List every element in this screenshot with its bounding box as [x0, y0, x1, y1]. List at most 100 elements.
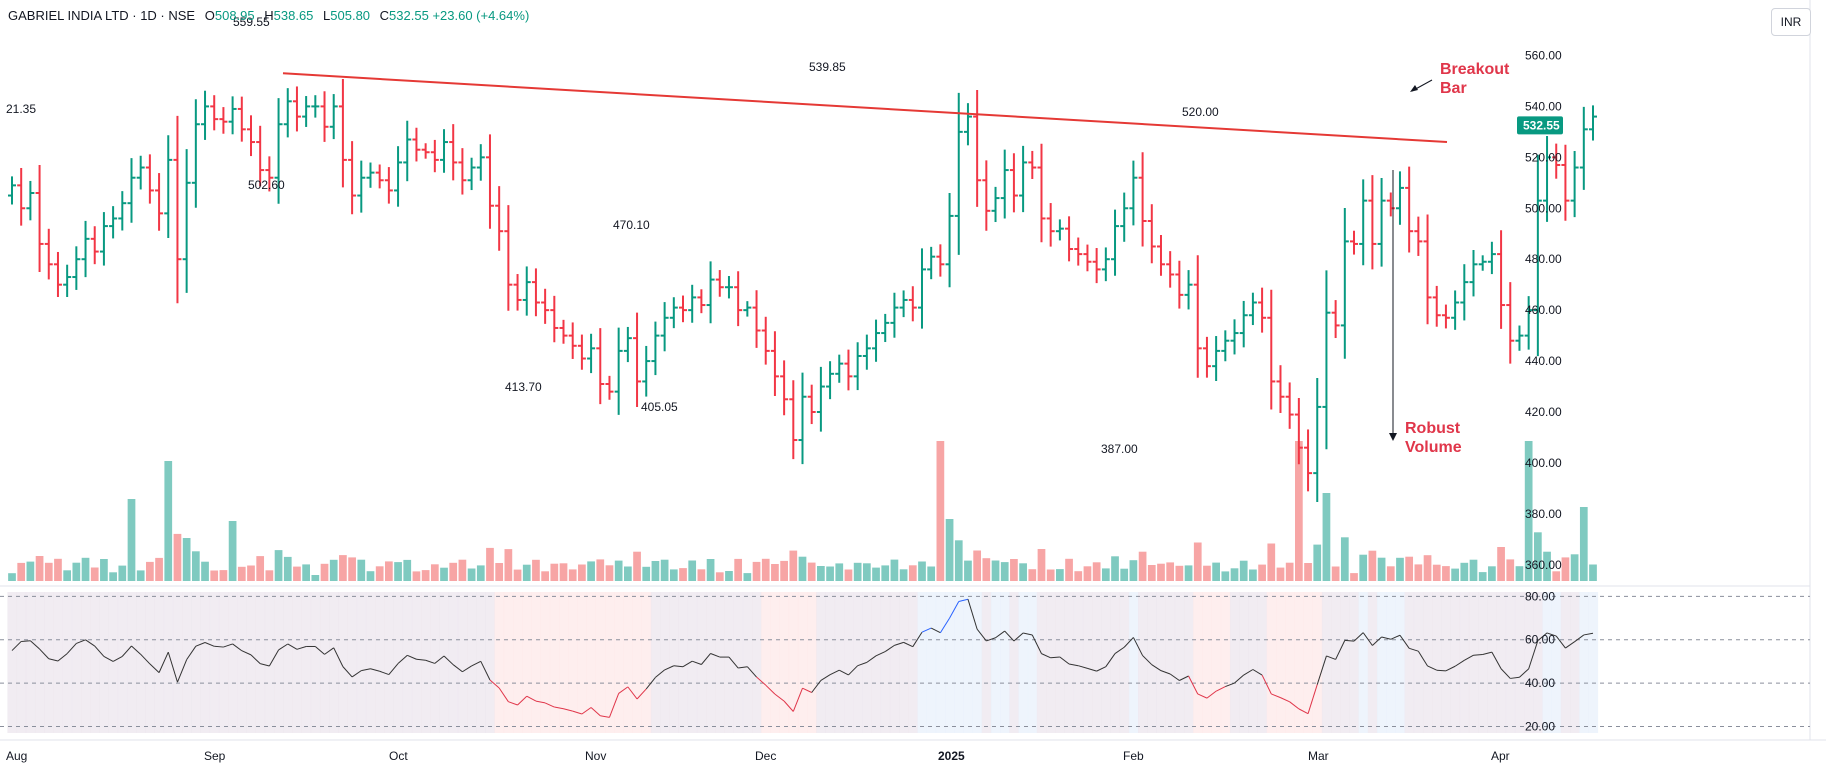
rsi-line-segment [388, 663, 399, 675]
ohlc-bar [1423, 214, 1432, 325]
volume-bar [550, 563, 559, 581]
time-axis-label: 2025 [938, 749, 965, 763]
rsi-zone-column [310, 592, 321, 733]
price-axis-tick: 480.00 [1525, 252, 1562, 266]
ohlc-bar [1386, 192, 1395, 217]
ohlc-bar [63, 264, 72, 297]
volume-bar [908, 565, 917, 581]
rsi-line-segment [223, 643, 233, 648]
ohlc-bar [1322, 270, 1331, 450]
volume-bar [17, 562, 26, 581]
rsi-line-segment [397, 654, 408, 664]
rsi-zone-column [715, 592, 725, 733]
rsi-line-segment [894, 641, 904, 646]
rsi-zone-column [908, 592, 918, 733]
ohlc-bar [1487, 241, 1496, 275]
ohlc-bar [1248, 292, 1257, 326]
ohlc-bar [899, 290, 908, 318]
volume-bar [458, 559, 467, 581]
volume-bar [1386, 566, 1395, 581]
rsi-zone-column [595, 592, 606, 733]
rsi-zone-column [797, 592, 808, 733]
rsi-zone-column [889, 592, 900, 733]
ohlc-bar [945, 192, 954, 288]
price-label: 470.10 [613, 218, 650, 232]
rsi-zone-column [439, 592, 450, 733]
open-label: O [204, 8, 215, 23]
rsi-line-segment [738, 666, 748, 669]
rsi-zone-column [705, 592, 716, 733]
volume-bar [72, 562, 81, 581]
volume-bar [1111, 556, 1119, 581]
ohlc-bar [265, 156, 274, 192]
rsi-line-segment [884, 644, 895, 652]
rsi-line-segment [1316, 655, 1327, 685]
volume-bar [752, 561, 761, 581]
rsi-line-segment [407, 654, 417, 660]
rsi-line-segment [995, 630, 1006, 639]
volume-bar [219, 570, 228, 581]
rsi-line-segment [121, 645, 132, 657]
ohlc-bar [283, 88, 292, 138]
ohlc-bar [384, 167, 393, 204]
rsi-line-segment [351, 670, 362, 678]
rsi-line-segment [664, 665, 675, 671]
rsi-zone-column [568, 592, 578, 733]
rsi-line-segment [636, 688, 647, 700]
last-price-label: 532.55 [1523, 118, 1560, 132]
rsi-line-segment [1252, 669, 1263, 676]
ohlc-bar [136, 155, 145, 190]
rsi-line-segment [278, 643, 289, 651]
ohlc-bar [715, 270, 724, 297]
volume-bar [1304, 563, 1312, 581]
rsi-line-segment [11, 641, 22, 651]
ohlc-bar [1478, 255, 1487, 271]
rsi-line-segment [1381, 636, 1391, 640]
ohlc-bar [1313, 378, 1322, 502]
ohlc-bar [1497, 230, 1506, 329]
time-axis-label: Mar [1308, 749, 1329, 763]
rsi-zone-column [1395, 592, 1406, 733]
rsi-zone-column [678, 592, 689, 733]
rsi-line-segment [1261, 674, 1272, 695]
ohlc-bar [522, 266, 531, 316]
rsi-line-segment [756, 676, 767, 686]
rsi-zone-column [301, 592, 312, 733]
rsi-zone-column [1101, 592, 1111, 733]
volume-bar [982, 558, 991, 581]
price-label: 559.55 [233, 15, 270, 29]
volume-bar [1533, 532, 1542, 581]
ohlc-bar [375, 164, 384, 189]
ohlc-bar [541, 288, 550, 324]
volume-bar [1432, 564, 1441, 581]
ohlc-bar [568, 322, 577, 359]
rsi-line-segment [1022, 632, 1033, 636]
price-axis-tick: 460.00 [1525, 303, 1562, 317]
volume-bar [973, 550, 982, 581]
rsi-zone-column [1211, 592, 1222, 733]
price-label: 413.70 [505, 380, 542, 394]
rsi-line-segment [1059, 656, 1070, 665]
rsi-line-segment [452, 664, 463, 673]
volume-bar [1469, 559, 1478, 581]
rsi-line-segment [204, 642, 215, 647]
volume-bar [706, 559, 715, 581]
rsi-line-segment [1096, 666, 1107, 672]
volume-bar [357, 559, 366, 581]
ohlc-bar [1570, 150, 1579, 218]
volume-bar [173, 533, 182, 581]
ohlc-bar [173, 115, 182, 304]
time-axis-label: Dec [755, 749, 776, 763]
volume-bar [541, 571, 549, 581]
rsi-line-segment [792, 687, 803, 712]
volume-bar [633, 551, 641, 581]
rsi-line-segment [1114, 646, 1125, 654]
breakout-arrow-head [1410, 85, 1418, 92]
rsi-line-segment [425, 659, 435, 664]
ohlc-bar [872, 319, 881, 362]
currency-button[interactable]: INR [1771, 8, 1811, 36]
ohlc-bar [982, 160, 991, 231]
ohlc-bar [109, 206, 118, 239]
